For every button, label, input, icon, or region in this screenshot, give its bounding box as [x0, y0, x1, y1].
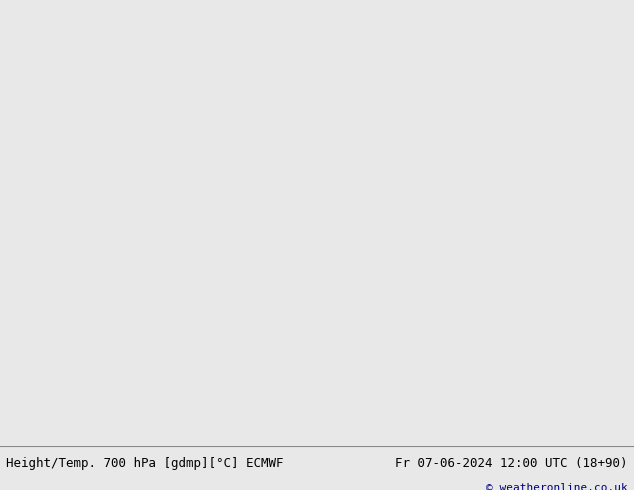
Text: Height/Temp. 700 hPa [gdmp][°C] ECMWF: Height/Temp. 700 hPa [gdmp][°C] ECMWF: [6, 457, 284, 470]
Text: Fr 07-06-2024 12:00 UTC (18+90): Fr 07-06-2024 12:00 UTC (18+90): [395, 457, 628, 470]
Text: © weatheronline.co.uk: © weatheronline.co.uk: [486, 483, 628, 490]
